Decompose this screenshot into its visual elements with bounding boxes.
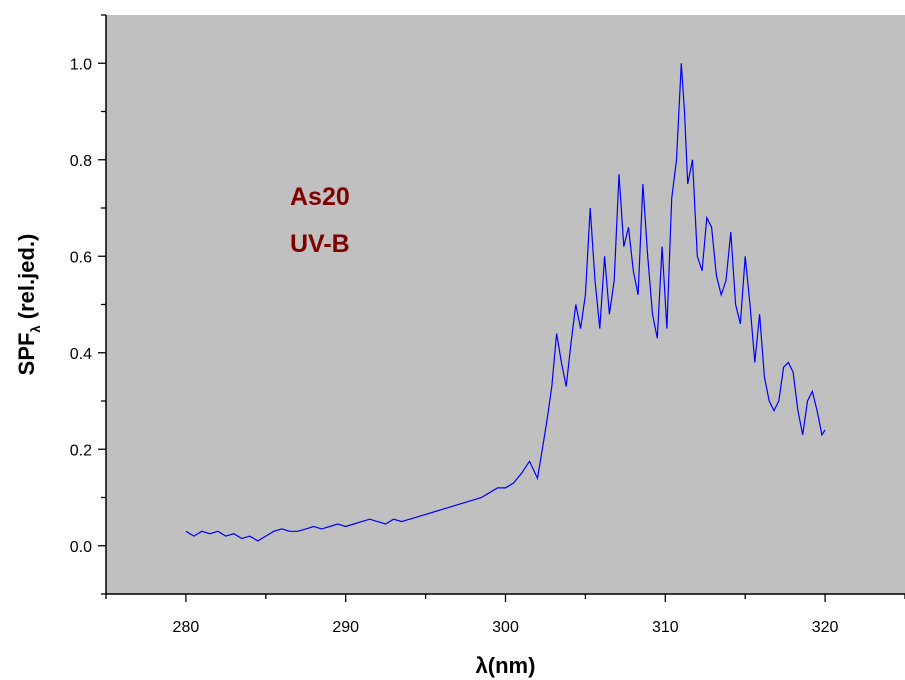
annotation-band: UV-B — [290, 230, 350, 258]
y-axis-ticks: 0.0 0.2 0.4 0.6 0.8 1.0 — [70, 14, 106, 595]
annotation-sample: As20 — [290, 183, 350, 211]
x-tick-label: 290 — [332, 619, 359, 636]
y-axis-title-subscript: λ — [28, 325, 43, 333]
y-axis-title: SPFλ (rel.jed.) — [14, 234, 43, 376]
y-tick-label: 0.0 — [70, 539, 92, 556]
y-axis-title-main: SPF — [14, 333, 39, 376]
plot-area — [106, 15, 905, 594]
y-tick-label: 0.6 — [70, 249, 92, 266]
x-axis-title: λ(nm) — [476, 653, 536, 678]
x-tick-label: 300 — [492, 619, 519, 636]
y-axis-title-rest: (rel.jed.) — [14, 234, 39, 326]
x-tick-label: 320 — [812, 619, 839, 636]
y-tick-label: 0.4 — [70, 346, 92, 363]
y-tick-label: 1.0 — [70, 56, 92, 73]
x-tick-label: 310 — [652, 619, 679, 636]
y-tick-label: 0.2 — [70, 442, 92, 459]
series-line — [185, 63, 826, 542]
x-tick-label: 280 — [173, 619, 200, 636]
y-tick-label: 0.8 — [70, 153, 92, 170]
x-axis-ticks: 280 290 300 310 320 — [105, 594, 905, 636]
